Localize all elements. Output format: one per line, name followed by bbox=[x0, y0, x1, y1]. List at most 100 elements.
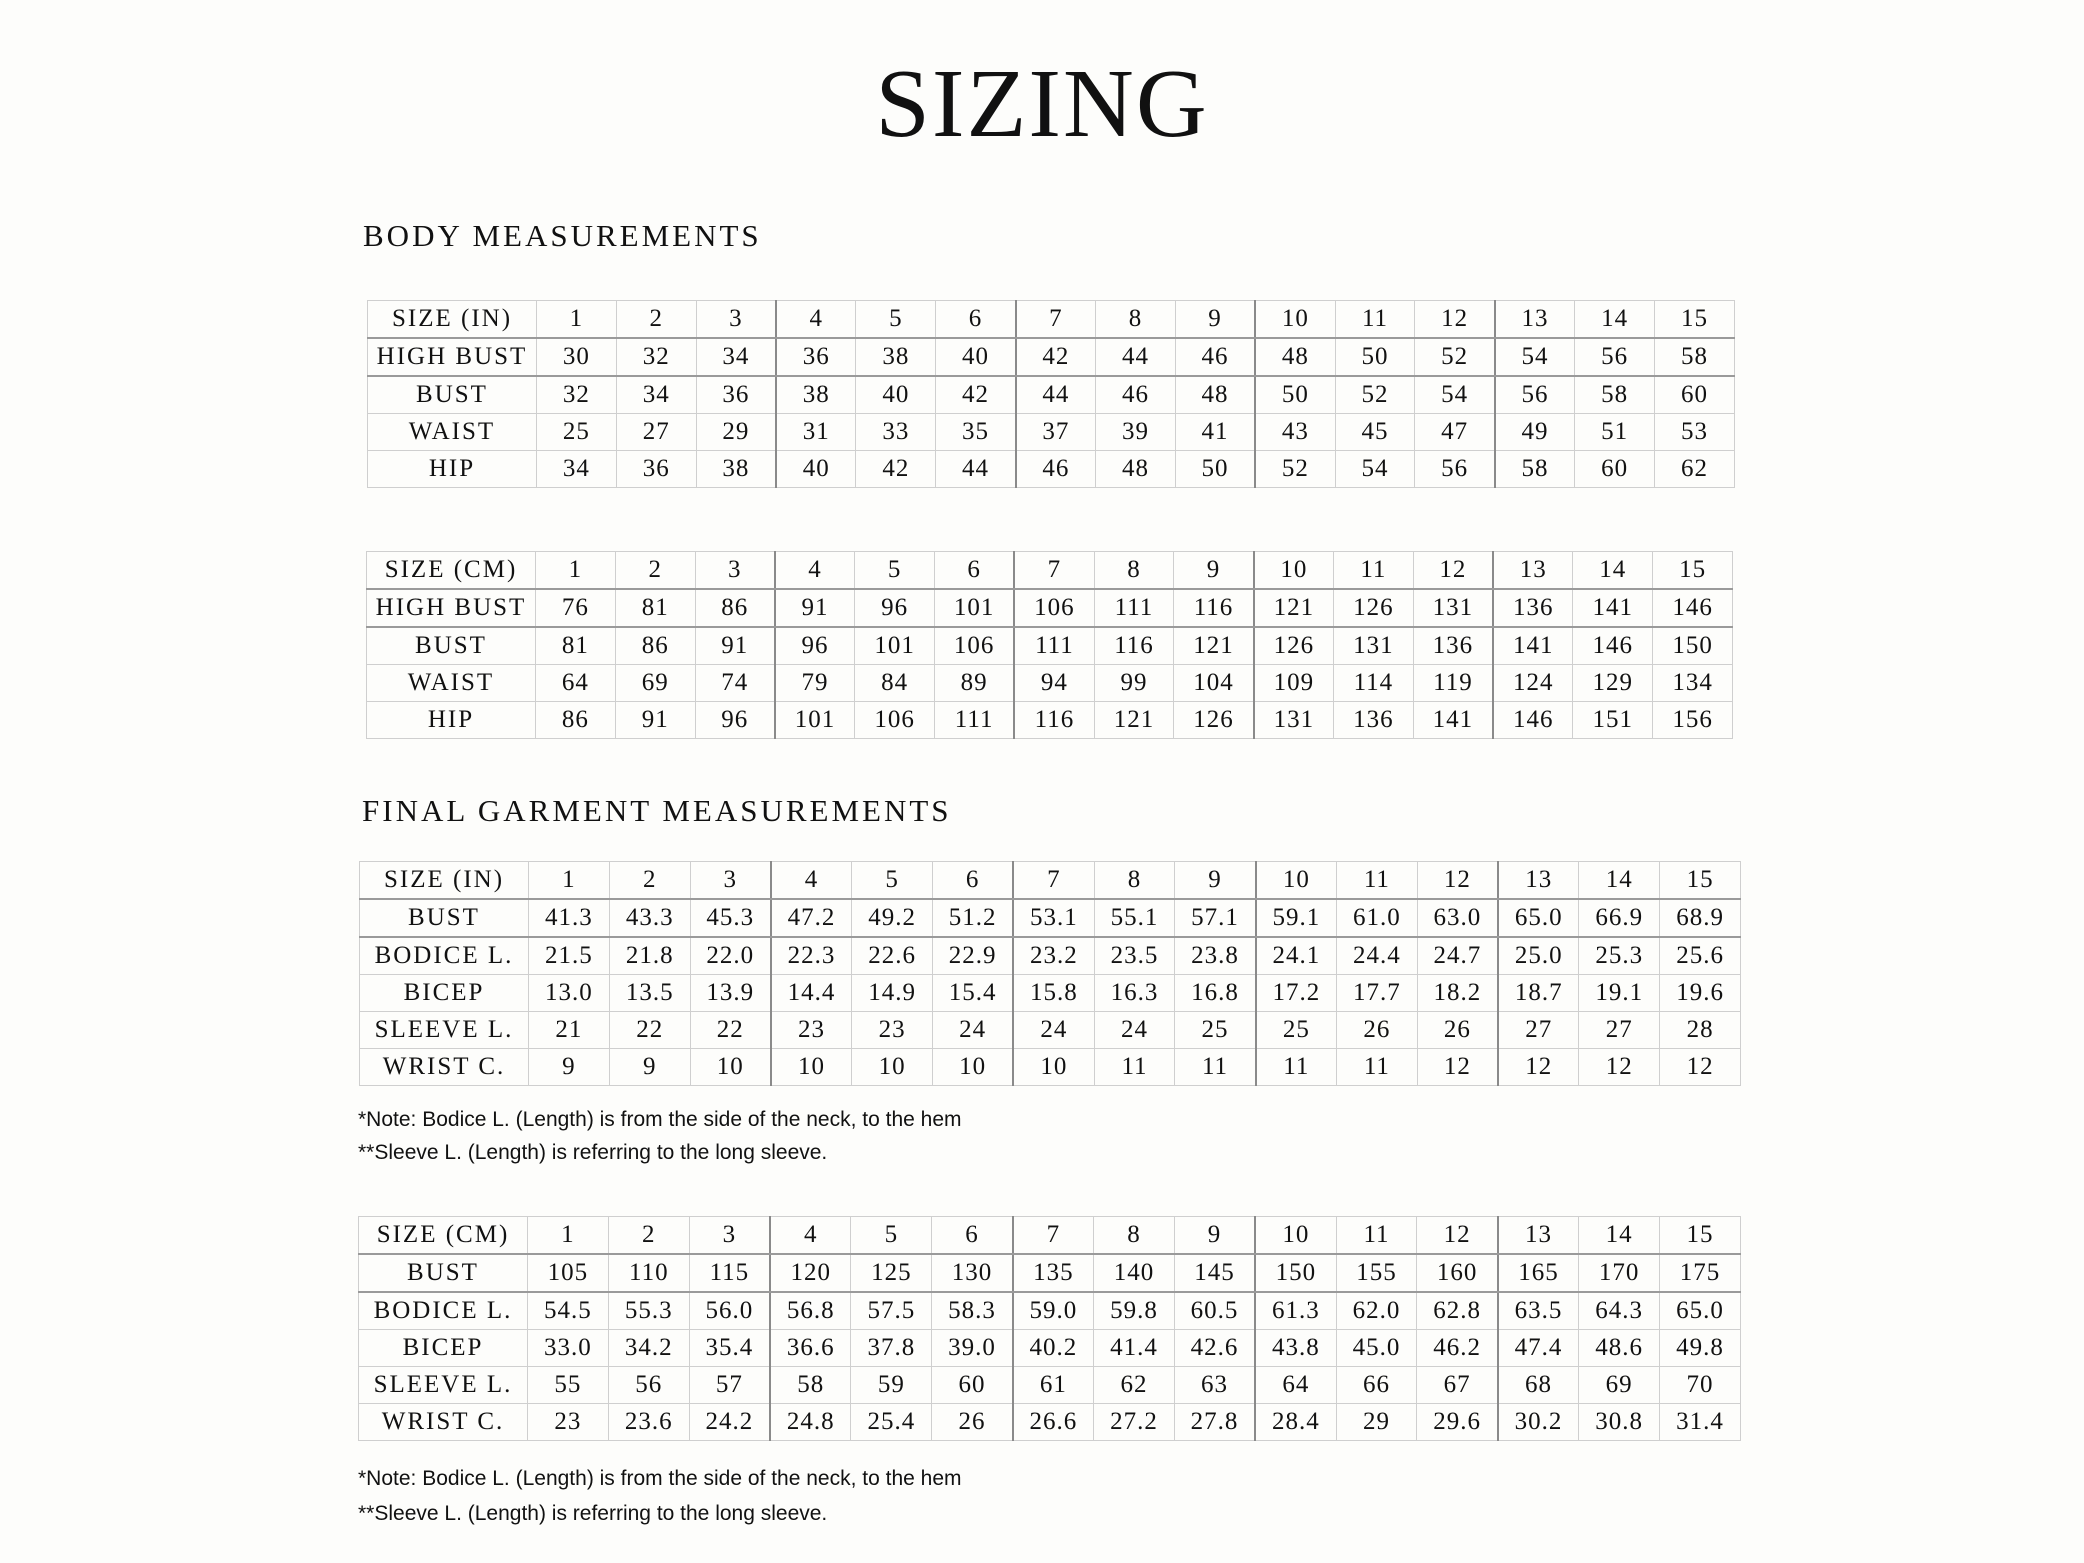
measurement-cell: 116 bbox=[1013, 701, 1095, 739]
size-header-cell: 1 bbox=[528, 861, 610, 900]
measurement-cell: 16.8 bbox=[1174, 974, 1257, 1012]
table-row: BUST 41.3 43.3 45.3 47.2 49.2 51.2 53.1 55.1 57.1… bbox=[359, 898, 1741, 938]
measurement-cell: 49 bbox=[1493, 413, 1576, 451]
row-label: WRIST C. bbox=[358, 1403, 528, 1441]
measurement-cell: 136 bbox=[1492, 588, 1574, 628]
measurement-cell: 63.0 bbox=[1416, 898, 1499, 938]
measurement-cell: 116 bbox=[1173, 588, 1255, 628]
size-header-cell: 15 bbox=[1654, 300, 1735, 339]
measurement-cell: 155 bbox=[1335, 1253, 1418, 1293]
measurement-cell: 38 bbox=[695, 450, 777, 488]
measurement-cell: 54 bbox=[1334, 450, 1416, 488]
measurement-cell: 48 bbox=[1095, 450, 1176, 488]
measurement-cell: 66 bbox=[1335, 1366, 1418, 1404]
measurement-cell: 21.5 bbox=[528, 936, 610, 975]
measurement-cell: 33 bbox=[855, 413, 937, 451]
measurement-cell: 41.4 bbox=[1093, 1329, 1175, 1367]
measurement-cell: 25 bbox=[1254, 1011, 1337, 1049]
measurement-cell: 42 bbox=[1014, 337, 1097, 377]
measurement-cell: 36 bbox=[695, 375, 777, 414]
measurement-cell: 86 bbox=[614, 626, 696, 665]
size-header-cell: 13 bbox=[1492, 551, 1574, 590]
measurement-cell: 23 bbox=[851, 1011, 933, 1049]
garment-measurements-cm-table: SIZE (CM) 1 2 3 4 5 6 7 8 9 10 11 12 13 14 15 BUST 105 110… bbox=[358, 1216, 1741, 1441]
note-bodice-length: *Note: Bodice L. (Length) is from the si… bbox=[358, 1467, 962, 1490]
measurement-cell: 35.4 bbox=[688, 1329, 771, 1367]
measurement-cell: 65.0 bbox=[1497, 898, 1580, 938]
measurement-cell: 18.2 bbox=[1416, 974, 1499, 1012]
measurement-cell: 55 bbox=[527, 1366, 609, 1404]
row-label: WAIST bbox=[366, 664, 536, 702]
measurement-cell: 53.1 bbox=[1012, 898, 1095, 938]
measurement-cell: 52 bbox=[1414, 337, 1496, 377]
measurement-cell: 12 bbox=[1416, 1048, 1499, 1086]
measurement-cell: 51 bbox=[1574, 413, 1656, 451]
measurement-cell: 86 bbox=[535, 701, 616, 739]
measurement-cell: 23.8 bbox=[1174, 936, 1257, 975]
measurement-cell: 106 bbox=[854, 701, 935, 739]
measurement-cell: 106 bbox=[1013, 588, 1095, 628]
measurement-cell: 131 bbox=[1332, 626, 1414, 665]
measurement-cell: 38 bbox=[775, 375, 857, 414]
size-header-cell: 6 bbox=[933, 551, 1015, 590]
measurement-cell: 46 bbox=[1095, 375, 1176, 414]
measurement-cell: 12 bbox=[1497, 1048, 1580, 1086]
measurement-cell: 151 bbox=[1572, 701, 1654, 739]
size-header-cell: 12 bbox=[1414, 300, 1496, 339]
measurement-cell: 25.3 bbox=[1578, 936, 1661, 975]
row-label: BICEP bbox=[359, 974, 529, 1012]
measurement-cell: 104 bbox=[1173, 664, 1255, 702]
measurement-cell: 126 bbox=[1173, 701, 1255, 739]
measurement-cell: 56 bbox=[1493, 375, 1576, 414]
measurement-cell: 57.5 bbox=[850, 1291, 933, 1330]
measurement-cell: 126 bbox=[1252, 626, 1334, 665]
measurement-cell: 22.0 bbox=[689, 936, 772, 975]
size-header-cell: 11 bbox=[1334, 300, 1416, 339]
size-header-cell: 6 bbox=[931, 861, 1014, 900]
measurement-cell: 49.8 bbox=[1659, 1329, 1741, 1367]
row-label: BICEP bbox=[358, 1329, 528, 1367]
measurement-cell: 12 bbox=[1659, 1048, 1741, 1086]
measurement-cell: 59 bbox=[850, 1366, 933, 1404]
measurement-cell: 114 bbox=[1332, 664, 1414, 702]
size-header-cell: 2 bbox=[607, 1216, 690, 1255]
measurement-cell: 63.5 bbox=[1496, 1291, 1580, 1330]
page-title: SIZING bbox=[875, 50, 1209, 158]
size-header-cell: 14 bbox=[1572, 551, 1654, 590]
size-header-cell: 8 bbox=[1093, 1216, 1175, 1255]
size-header-cell: 13 bbox=[1496, 1216, 1580, 1255]
measurement-cell: 140 bbox=[1093, 1253, 1175, 1293]
measurement-cell: 40.2 bbox=[1011, 1329, 1095, 1367]
measurement-cell: 111 bbox=[933, 701, 1015, 739]
measurement-cell: 27 bbox=[1578, 1011, 1661, 1049]
size-header-cell: 10 bbox=[1254, 300, 1336, 339]
table-header-row: SIZE (IN) 1 2 3 4 5 6 7 8 9 10 11 12 13 14 15 bbox=[359, 861, 1741, 900]
measurement-cell: 64 bbox=[535, 664, 616, 702]
measurement-cell: 66.9 bbox=[1578, 898, 1661, 938]
measurement-cell: 27 bbox=[1497, 1011, 1580, 1049]
measurement-cell: 11 bbox=[1093, 1048, 1176, 1086]
size-header-cell: 5 bbox=[851, 861, 933, 900]
measurement-cell: 23.2 bbox=[1012, 936, 1095, 975]
measurement-cell: 60 bbox=[1654, 375, 1735, 414]
measurement-cell: 52 bbox=[1254, 450, 1336, 488]
measurement-cell: 111 bbox=[1013, 626, 1095, 665]
measurement-cell: 17.7 bbox=[1335, 974, 1418, 1012]
size-header-cell: 15 bbox=[1659, 861, 1741, 900]
measurement-cell: 24.4 bbox=[1335, 936, 1418, 975]
measurement-cell: 26.6 bbox=[1011, 1403, 1095, 1441]
measurement-cell: 39 bbox=[1095, 413, 1176, 451]
measurement-cell: 52 bbox=[1334, 375, 1416, 414]
measurement-cell: 50 bbox=[1254, 375, 1336, 414]
measurement-cell: 65.0 bbox=[1659, 1291, 1741, 1330]
measurement-cell: 42 bbox=[935, 375, 1017, 414]
measurement-cell: 141 bbox=[1572, 588, 1654, 628]
measurement-cell: 62 bbox=[1093, 1366, 1175, 1404]
measurement-cell: 34.2 bbox=[607, 1329, 690, 1367]
size-header-cell: 4 bbox=[775, 300, 857, 339]
table-row: HIP 86 91 96 101 106 111 116 121 126 131 136 141 146 1… bbox=[366, 701, 1733, 739]
measurement-cell: 30 bbox=[536, 337, 617, 377]
measurement-cell: 62.0 bbox=[1335, 1291, 1418, 1330]
measurement-cell: 91 bbox=[694, 626, 776, 665]
measurement-cell: 175 bbox=[1659, 1253, 1741, 1293]
